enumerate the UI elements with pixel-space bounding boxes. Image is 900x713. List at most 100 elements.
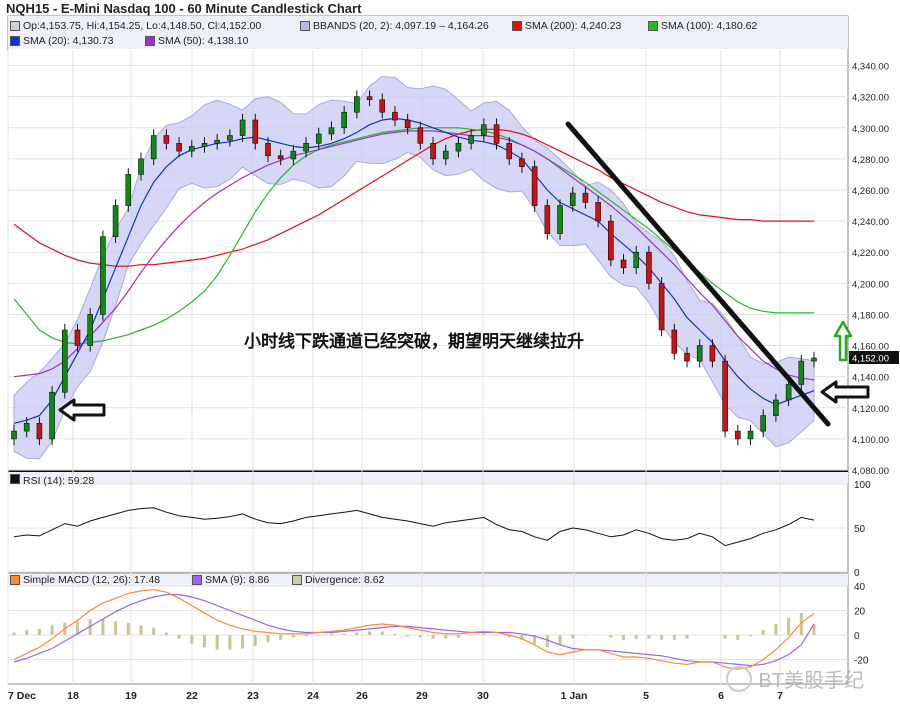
divergence-bar (685, 635, 689, 639)
candle (87, 314, 93, 346)
candle (798, 360, 805, 385)
macd-legend-item: Divergence: 8.62 (292, 574, 384, 586)
divergence-bar (749, 635, 753, 637)
left-arrow-icon (820, 380, 870, 404)
legend-label: BBANDS (20, 2): 4,097.19 – 4,164.26 (313, 20, 489, 32)
candle (747, 430, 754, 440)
watermark-logo-icon (726, 665, 753, 692)
macd-legend-item: Simple MACD (12, 26): 17.48 (10, 574, 160, 586)
divergence-bar (317, 635, 321, 636)
divergence-bar (609, 635, 613, 638)
rsi-tick-label: 100 (854, 480, 871, 491)
sma20-line (13, 117, 815, 424)
divergence-bar (761, 630, 765, 635)
x-tick-label: 1 Jan (561, 690, 588, 702)
divergence-bar (571, 635, 575, 639)
candle (544, 205, 551, 234)
last-price-tag (849, 351, 899, 364)
divergence-bar (406, 635, 410, 637)
divergence-bar (545, 635, 549, 648)
candle (100, 236, 106, 315)
divergence-bar (647, 635, 651, 639)
y-tick-label: 4,100.00 (852, 435, 889, 446)
divergence-bar (774, 623, 778, 635)
y-tick-label: 4,300.00 (852, 124, 889, 135)
y-tick-label: 4,180.00 (852, 310, 889, 321)
divergence-bar (583, 635, 587, 636)
legend-swatch (292, 575, 302, 585)
macd-legend-bg (8, 573, 848, 586)
macd-tick-label: 0 (854, 631, 860, 642)
rsi-legend-bg (8, 471, 848, 484)
y-tick-label: 4,160.00 (852, 342, 889, 353)
macd-tick-label: 20 (854, 607, 866, 618)
divergence-bar (622, 635, 626, 640)
candle (569, 192, 576, 206)
y-tick-label: 4,200.00 (852, 279, 889, 290)
candle (265, 143, 271, 157)
divergence-bar (139, 625, 143, 635)
candle (366, 96, 373, 101)
y-tick-label: 4,240.00 (852, 217, 889, 228)
divergence-bar (329, 633, 333, 635)
candle (722, 360, 728, 432)
divergence-bar (241, 635, 245, 649)
divergence-bar (355, 632, 359, 635)
candle (61, 329, 68, 393)
x-tick-label: 19 (125, 690, 137, 702)
divergence-bar (380, 631, 384, 635)
watermark: BT美股手纪 (726, 664, 864, 693)
price-legend-item: SMA (200): 4,240.23 (512, 20, 621, 32)
divergence-bar (266, 635, 270, 643)
candle (481, 124, 487, 136)
candle (646, 251, 652, 284)
legend-label: SMA (50): 4,138.10 (158, 35, 249, 47)
divergence-bar (710, 635, 714, 636)
candle (455, 143, 462, 152)
macd-legend-item: SMA (9): 8.86 (192, 574, 269, 586)
candle (773, 399, 779, 416)
divergence-bar (533, 635, 537, 644)
x-tick-label: 7 (777, 690, 783, 702)
candle (620, 259, 627, 269)
sma50-line (13, 130, 815, 381)
x-tick-label: 22 (186, 690, 198, 702)
candle (354, 96, 360, 113)
legend-swatch (648, 21, 658, 31)
divergence-bar (672, 635, 676, 640)
divergence-bar (291, 635, 295, 638)
divergence-bar (190, 635, 194, 644)
macd-signal-line (13, 594, 815, 667)
candle (709, 345, 716, 362)
candle (633, 251, 640, 269)
price-legend-item: BBANDS (20, 2): 4,097.19 – 4,164.26 (300, 20, 489, 32)
candle (277, 155, 284, 160)
divergence-bar (495, 635, 499, 636)
rsi-legend-label: RSI (14): 59.28 (23, 475, 95, 487)
divergence-bar (215, 635, 219, 650)
divergence-bar (152, 627, 156, 635)
divergence-bar (431, 635, 435, 639)
candle (493, 124, 500, 144)
candle (49, 391, 55, 440)
divergence-bar (723, 635, 727, 639)
divergence-bar (634, 635, 638, 639)
candle (341, 111, 347, 129)
candle (696, 345, 703, 362)
candle (404, 119, 411, 129)
divergence-bar (520, 635, 524, 640)
legend-label: SMA (100): 4,180.62 (661, 20, 758, 32)
divergence-bar (279, 635, 283, 640)
candle (112, 205, 119, 237)
candle (595, 202, 601, 222)
candle (176, 143, 182, 152)
divergence-bar (253, 635, 257, 647)
legend-swatch (145, 36, 155, 46)
divergence-bar (698, 635, 702, 636)
legend-label: Divergence: 8.62 (305, 574, 385, 586)
chart-annotation: 小时线下跌通道已经突破，期望明天继续拉升 (244, 332, 584, 351)
rsi-line (13, 507, 815, 547)
macd-tick-label: 40 (854, 582, 866, 593)
candle (671, 329, 678, 354)
candle (163, 135, 170, 144)
